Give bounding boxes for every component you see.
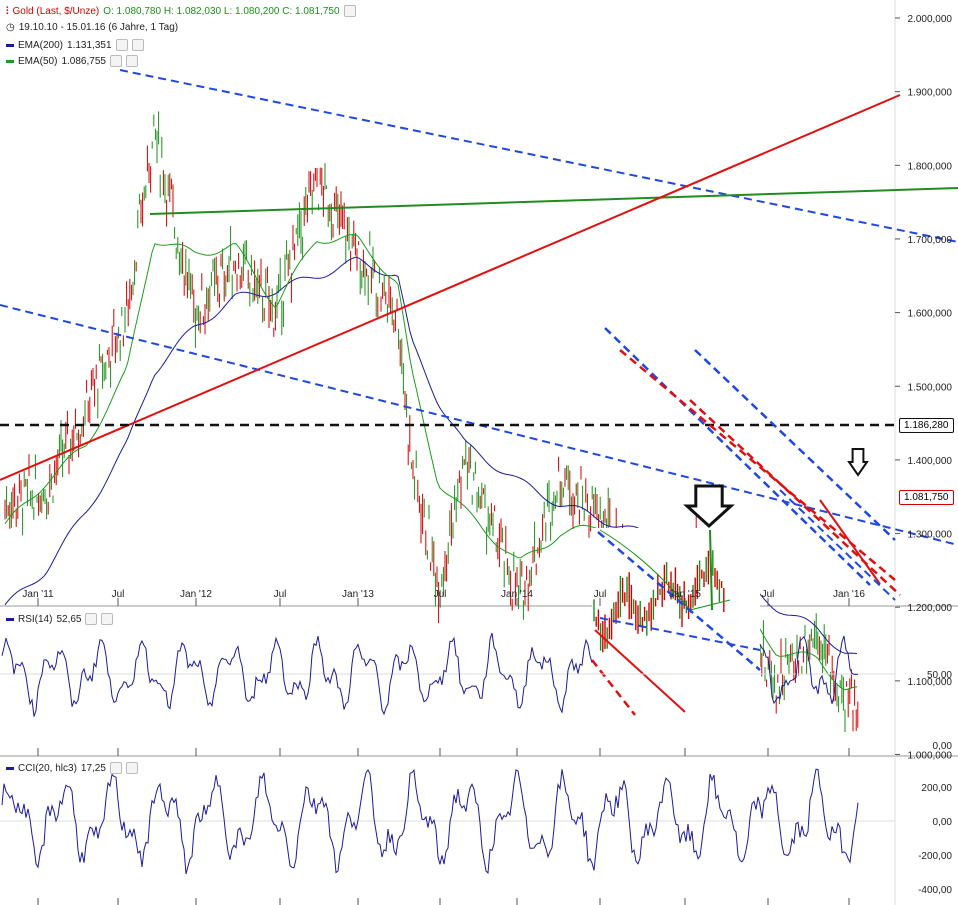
channel-line	[694, 349, 896, 541]
ema200-close-icon[interactable]	[131, 39, 144, 51]
time-tick-label: Jul	[594, 589, 607, 600]
ema50-settings-icon[interactable]	[109, 55, 122, 67]
price-tick-label: 1.400,000	[908, 456, 953, 467]
cci-tick-label: 200,00	[921, 783, 952, 794]
lower-trend-line	[0, 304, 958, 546]
red-support-line	[819, 499, 881, 585]
time-tick-label: Jul	[434, 589, 447, 600]
price-tick-label: 1.800,000	[908, 161, 953, 172]
time-tick-label: Jan '13	[342, 589, 374, 600]
price-tick-label: 1.700,000	[908, 235, 953, 246]
time-tick-label: Jul	[112, 589, 125, 600]
cci-label: CCI(20, hlc3)	[18, 762, 77, 774]
rsi-settings-icon[interactable]	[85, 613, 98, 625]
rsi-close-icon[interactable]	[101, 613, 114, 625]
inset-zoom	[591, 528, 761, 728]
inset-background	[592, 528, 760, 728]
time-tick-label: Jan '16	[833, 589, 865, 600]
ema50-legend: EMA(50) 1.086,755	[6, 55, 138, 67]
rsi-marker	[6, 617, 14, 621]
instrument-title: Gold (Last, $/Unze)	[12, 5, 100, 17]
period-row: ◷ 19.10.10 - 15.01.16 (6 Jahre, 1 Tag)	[6, 22, 178, 33]
price-tick-label: 1.100,000	[908, 677, 953, 688]
down-arrow-icon	[847, 448, 869, 477]
cci-line	[1, 768, 859, 875]
blue-support-line	[779, 489, 896, 601]
trend-lines	[0, 69, 958, 601]
ema200-marker	[6, 43, 14, 47]
time-tick-label: Jan '15	[669, 589, 701, 600]
ema50-marker	[6, 59, 14, 63]
rsi-value: 52,65	[56, 613, 82, 625]
price-tick-label: 1.300,000	[908, 530, 953, 541]
cci-tick-label: -200,00	[918, 851, 952, 862]
upper-trend-line	[119, 69, 958, 243]
time-tick-label: Jul	[274, 589, 287, 600]
rsi-tick-label: 0,00	[933, 741, 953, 752]
clock-icon: ◷	[6, 22, 15, 33]
cci-settings-icon[interactable]	[109, 762, 122, 774]
period-label: 19.10.10 - 15.01.16 (6 Jahre, 1 Tag)	[18, 22, 179, 33]
inset-red-line	[594, 629, 686, 713]
inset-red-dashed-line	[591, 659, 636, 716]
ema50-label: EMA(50)	[18, 55, 58, 67]
inset-channel-line	[597, 531, 761, 671]
down-arrow-icon	[683, 484, 735, 529]
rsi-label: RSI(14)	[18, 613, 53, 625]
gold-icon: ⫶	[6, 5, 9, 17]
cci-panel	[0, 768, 895, 875]
price-tick-label: 1.900,000	[908, 88, 953, 99]
cci-tick-label: 0,00	[933, 817, 953, 828]
red-channel-line	[619, 349, 896, 581]
time-tick-label: Jan '12	[180, 589, 212, 600]
rising-trend-line	[0, 94, 901, 481]
instrument-header: ⫶ Gold (Last, $/Unze) O: 1.080,780 H: 1.…	[6, 5, 356, 17]
price-tick-label: 1.500,000	[908, 382, 953, 393]
cci-value: 17,25	[80, 762, 106, 774]
price-tick-label: 1.600,000	[908, 309, 953, 320]
ema50-value: 1.086,755	[61, 55, 106, 67]
rsi-legend: RSI(14) 52,65	[6, 613, 114, 625]
rsi-tick-label: 50,00	[927, 670, 952, 681]
axis-labels: 2.000,000 1.900,000 1.800,000 1.700,000 1.60…	[22, 14, 952, 905]
price-tick-label: 2.000,000	[908, 14, 953, 25]
cci-tick-label: -400,00	[918, 885, 952, 896]
cci-marker	[6, 766, 14, 770]
inset-ema-line	[599, 529, 731, 611]
ema200-value: 1.131,351	[67, 39, 112, 51]
rsi-panel	[0, 632, 895, 717]
ema200-label: EMA(200)	[18, 39, 64, 51]
channel-upper-line	[604, 327, 871, 586]
ema200-settings-icon[interactable]	[115, 39, 128, 51]
ohlc-values: O: 1.080,780 H: 1.082,030 L: 1.080,200 C…	[103, 5, 340, 17]
inset-channel-line	[599, 617, 761, 651]
cci-close-icon[interactable]	[125, 762, 138, 774]
time-tick-label: Jan '14	[501, 589, 533, 600]
price-tick-label: 1.200,000	[908, 603, 953, 614]
settings-icon[interactable]	[343, 5, 356, 17]
support-line-green	[149, 187, 958, 215]
time-tick-label: Jan '11	[22, 589, 54, 600]
price-tick-label: 1.000,000	[908, 751, 953, 762]
inset-candle	[709, 529, 713, 611]
ema200-legend: EMA(200) 1.131,351	[6, 39, 144, 51]
horizontal-level-tag: 1.186,280	[899, 418, 954, 433]
last-price-tag: 1.081,750	[899, 490, 954, 505]
rsi-line	[1, 632, 859, 717]
cci-legend: CCI(20, hlc3) 17,25	[6, 762, 138, 774]
time-tick-label: Jul	[762, 589, 775, 600]
ema50-close-icon[interactable]	[125, 55, 138, 67]
